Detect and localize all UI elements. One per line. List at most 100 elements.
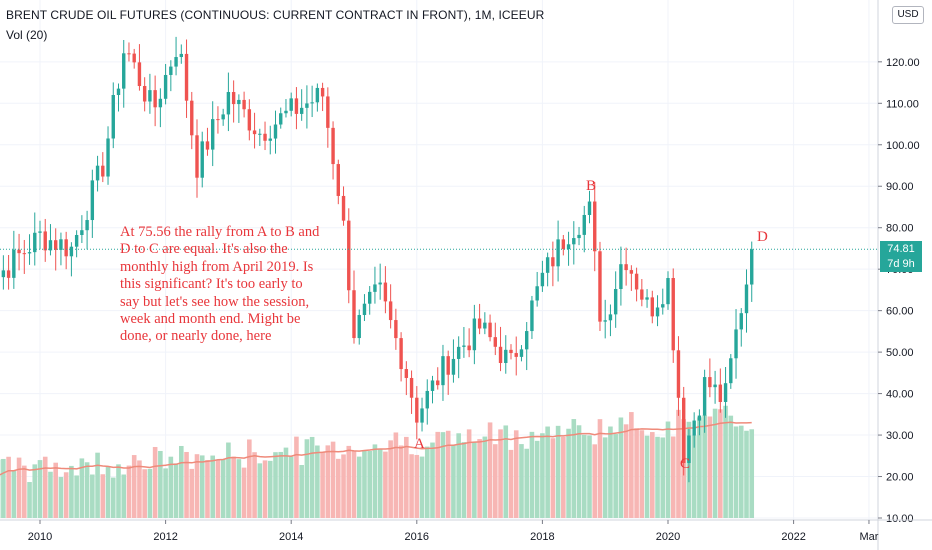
candle-body bbox=[572, 238, 576, 245]
volume-bar bbox=[247, 439, 252, 518]
candle-body bbox=[169, 66, 173, 75]
volume-bar bbox=[304, 439, 310, 518]
candle-body bbox=[347, 220, 351, 291]
volume-bar bbox=[63, 472, 69, 518]
candle-body bbox=[268, 138, 272, 141]
volume-bar bbox=[545, 426, 550, 518]
candle-body bbox=[1, 270, 6, 278]
candle-body bbox=[556, 239, 560, 267]
volume-bar bbox=[90, 474, 95, 518]
candle-body bbox=[64, 239, 68, 257]
volume-bar bbox=[419, 456, 425, 518]
time-tick-label: 2018 bbox=[530, 531, 554, 543]
volume-indicator-label[interactable]: Vol (20) bbox=[6, 28, 48, 42]
volume-bar bbox=[131, 455, 137, 518]
volume-bar bbox=[184, 451, 189, 518]
price-axis[interactable]: 10.0020.0030.0040.0050.0060.0070.0080.00… bbox=[877, 0, 920, 550]
volume-bar bbox=[215, 459, 221, 518]
volume-bar bbox=[613, 434, 618, 518]
currency-button[interactable]: USD bbox=[892, 6, 924, 24]
candle-body bbox=[388, 301, 393, 321]
volume-bar bbox=[226, 442, 231, 518]
candle-body bbox=[200, 141, 204, 178]
volume-bar bbox=[592, 444, 598, 518]
candle-body bbox=[132, 53, 136, 63]
price-tick-label: 120.00 bbox=[886, 57, 920, 69]
candle-body bbox=[451, 358, 456, 375]
volume-bar bbox=[105, 466, 111, 518]
candle-body bbox=[273, 124, 278, 139]
volume-bar bbox=[566, 428, 571, 518]
time-tick-label: 2022 bbox=[781, 531, 805, 543]
candle-body bbox=[687, 435, 691, 463]
volume-bar bbox=[69, 465, 74, 518]
candle-body bbox=[655, 307, 660, 317]
volume-bar bbox=[519, 444, 524, 518]
volume-bar bbox=[691, 435, 697, 518]
candle-body bbox=[59, 239, 63, 250]
candle-body bbox=[252, 130, 257, 135]
price-tick-label: 50.00 bbox=[886, 347, 914, 359]
candle-body bbox=[545, 257, 550, 273]
volume-bar bbox=[341, 454, 346, 518]
volume-bar bbox=[723, 405, 728, 518]
candle-body bbox=[446, 356, 450, 375]
volume-bar bbox=[231, 456, 236, 518]
volume-bar bbox=[294, 436, 299, 518]
volume-bar bbox=[477, 439, 482, 518]
volume-bar bbox=[749, 429, 755, 518]
candle-body bbox=[676, 350, 681, 398]
candle-body bbox=[184, 53, 189, 101]
volume-bar bbox=[712, 408, 718, 518]
volume-bar bbox=[336, 458, 341, 518]
candle-body bbox=[174, 57, 178, 67]
volume-bar bbox=[608, 426, 613, 518]
candle-body bbox=[472, 318, 477, 351]
volume-bar bbox=[561, 436, 566, 518]
volume-bar bbox=[733, 426, 739, 518]
volume-bar bbox=[466, 429, 472, 518]
volume-bar bbox=[398, 445, 404, 518]
candle-body bbox=[750, 249, 754, 285]
last-price-tag: 74.81 7d 9h bbox=[880, 241, 922, 272]
volume-bar bbox=[241, 467, 247, 518]
candle-body bbox=[702, 377, 707, 416]
candle-body bbox=[226, 92, 231, 115]
candle-body bbox=[729, 358, 733, 384]
candle-body bbox=[723, 383, 728, 402]
candle-body bbox=[22, 253, 26, 255]
candle-body bbox=[462, 345, 466, 347]
volume-bar bbox=[587, 435, 592, 518]
volume-bar bbox=[650, 432, 655, 518]
candle-body bbox=[331, 127, 335, 165]
price-tick-label: 40.00 bbox=[886, 389, 914, 401]
volume-bar bbox=[152, 446, 158, 518]
volume-bar bbox=[388, 440, 393, 518]
candle-body bbox=[127, 53, 131, 55]
candle-body bbox=[357, 315, 361, 339]
candle-body bbox=[671, 278, 675, 351]
wave-label-a: A bbox=[414, 436, 425, 452]
volume-bar bbox=[16, 457, 22, 518]
candle-body bbox=[514, 353, 518, 357]
candle-body bbox=[27, 252, 32, 254]
volume-bar bbox=[372, 444, 378, 518]
price-tick-label: 10.00 bbox=[886, 513, 914, 525]
volume-bar bbox=[602, 437, 608, 518]
volume-bar bbox=[48, 471, 53, 518]
volume-bar bbox=[435, 431, 441, 518]
volume-bar bbox=[383, 451, 388, 518]
volume-bar bbox=[325, 445, 331, 518]
candle-body bbox=[116, 88, 121, 96]
volume-bar bbox=[37, 460, 43, 518]
volume-bar bbox=[377, 448, 383, 518]
volume-bar bbox=[110, 477, 116, 518]
candle-body bbox=[640, 289, 644, 300]
price-tick-label: 90.00 bbox=[886, 181, 914, 193]
candle-body bbox=[368, 291, 372, 304]
candle-body bbox=[744, 284, 749, 314]
candle-body bbox=[90, 180, 95, 221]
candle-body bbox=[650, 297, 654, 317]
candle-body bbox=[80, 230, 84, 235]
time-axis[interactable]: 2010 2012 2014 2016 2018 2020 2022 Mar bbox=[0, 519, 932, 543]
